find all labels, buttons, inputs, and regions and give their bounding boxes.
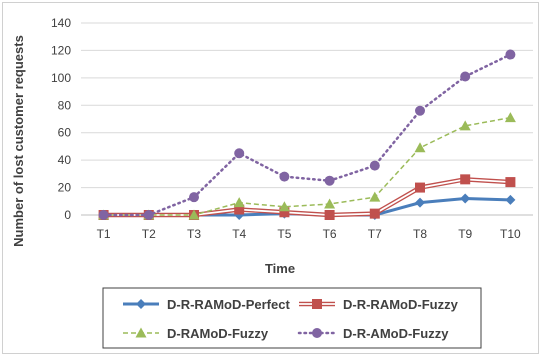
data-point: [460, 174, 471, 185]
x-tick-label: T7: [368, 227, 382, 241]
data-point: [188, 209, 200, 220]
data-point: [143, 210, 154, 220]
data-point: [415, 105, 425, 116]
series-triangle: [98, 112, 516, 220]
series-line: [102, 53, 512, 217]
y-tick-label: 40: [58, 153, 72, 167]
data-point: [415, 197, 425, 208]
x-tick-label: T4: [232, 227, 246, 241]
data-point: [98, 210, 109, 220]
legend-box: [102, 287, 482, 349]
data-point: [324, 175, 335, 186]
data-point: [369, 191, 381, 202]
legend-label: D-RAMoD-Fuzzy: [167, 326, 269, 341]
legend-item: D-R-AMoD-Fuzzy: [297, 326, 449, 341]
legend: D-R-RAMoD-Perfect D-R-RAMoD-Fuzzy D-RAMoD-…: [102, 287, 482, 349]
legend-label: D-R-AMoD-Fuzzy: [343, 326, 449, 341]
legend-label: D-R-RAMoD-Perfect: [167, 297, 290, 312]
legend-item: D-RAMoD-Fuzzy: [123, 326, 269, 341]
series-line: [103, 116, 511, 216]
y-axis-ticks: 0 20 40 60 80 100 120 140: [51, 16, 71, 222]
data-point: [233, 197, 245, 208]
legend-item: D-R-RAMoD-Perfect: [123, 297, 290, 312]
series-square: [98, 174, 516, 220]
data-point: [504, 112, 516, 123]
data-point: [459, 120, 471, 131]
x-tick-label: T5: [277, 227, 291, 241]
y-tick-label: 0: [64, 208, 71, 222]
y-tick-label: 100: [51, 71, 71, 85]
legend-marker: [135, 327, 147, 338]
data-point: [369, 208, 380, 219]
y-tick-label: 60: [58, 126, 72, 140]
x-tick-label: T10: [500, 227, 521, 241]
data-point: [189, 192, 199, 203]
y-tick-label: 80: [58, 98, 72, 112]
data-point: [505, 177, 516, 188]
data-point: [324, 210, 335, 220]
data-point: [279, 171, 290, 182]
legend-marker: [312, 299, 322, 309]
data-point: [234, 204, 245, 215]
y-tick-label: 140: [51, 16, 71, 30]
y-tick-label: 20: [58, 181, 72, 195]
x-tick-label: T3: [187, 227, 201, 241]
chart-frame: 0 20 40 60 80 100 120 140 T1 T2 T3 T4 T5 T6 T7 T8 T9 T10…: [2, 2, 539, 354]
data-point: [505, 194, 516, 205]
data-point: [505, 49, 516, 60]
line-chart: 0 20 40 60 80 100 120 140 T1 T2 T3 T4 T5 T6 T7 T8 T9 T10…: [11, 16, 533, 349]
grid-lines: [81, 22, 533, 216]
data-point: [460, 71, 471, 82]
legend-label: D-R-RAMoD-Fuzzy: [343, 297, 459, 312]
x-tick-label: T2: [142, 227, 156, 241]
legend-marker: [312, 328, 322, 338]
y-axis-title: Number of lost customer requests: [11, 35, 26, 247]
x-tick-label: T1: [97, 227, 111, 241]
x-axis-ticks: T1 T2 T3 T4 T5 T6 T7 T8 T9 T10: [97, 227, 521, 241]
x-axis-title: Time: [265, 261, 295, 276]
data-point: [234, 148, 245, 159]
series-lines: [98, 49, 516, 220]
x-tick-label: T6: [323, 227, 337, 241]
data-point: [415, 182, 425, 193]
data-point: [278, 201, 290, 212]
data-point: [414, 142, 426, 153]
data-point: [279, 207, 290, 218]
legend-item: D-R-RAMoD-Fuzzy: [299, 297, 459, 312]
x-tick-label: T8: [413, 227, 427, 241]
y-tick-label: 120: [51, 43, 71, 57]
series-circle: [98, 49, 516, 220]
x-tick-label: T9: [458, 227, 472, 241]
data-point: [460, 193, 471, 204]
data-point: [369, 160, 380, 171]
data-point: [324, 198, 336, 209]
legend-marker: [136, 299, 146, 309]
